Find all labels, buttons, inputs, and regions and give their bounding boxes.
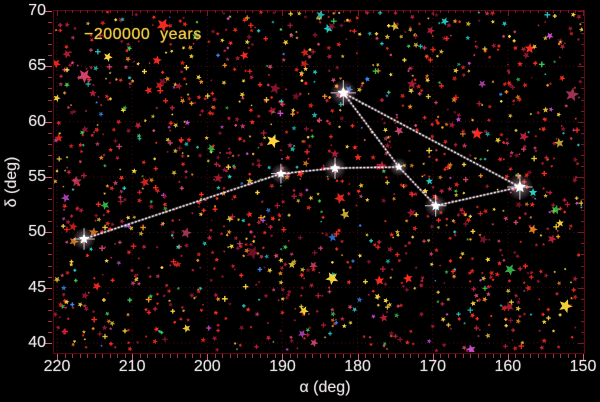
- y-tick-label: 55: [28, 168, 46, 185]
- x-tick-label: 180: [344, 358, 371, 375]
- y-tick-label: 40: [28, 334, 46, 351]
- x-tick-label: 170: [419, 358, 447, 375]
- x-tick-label: 150: [569, 358, 597, 375]
- x-tick-label: 200: [193, 358, 221, 375]
- x-tick-label: 190: [269, 358, 296, 375]
- x-axis-title: α (deg): [299, 379, 351, 396]
- x-tick-label: 210: [118, 358, 146, 375]
- x-tick-label: 220: [43, 358, 71, 375]
- y-tick-label: 65: [28, 57, 46, 75]
- y-tick-label: 60: [28, 112, 46, 130]
- epoch-annotation: −200000 years: [84, 26, 202, 43]
- x-tick-label: 160: [494, 358, 522, 375]
- y-tick-label: 70: [28, 2, 46, 19]
- y-tick-label: 50: [28, 223, 46, 241]
- y-tick-label: 45: [28, 278, 46, 296]
